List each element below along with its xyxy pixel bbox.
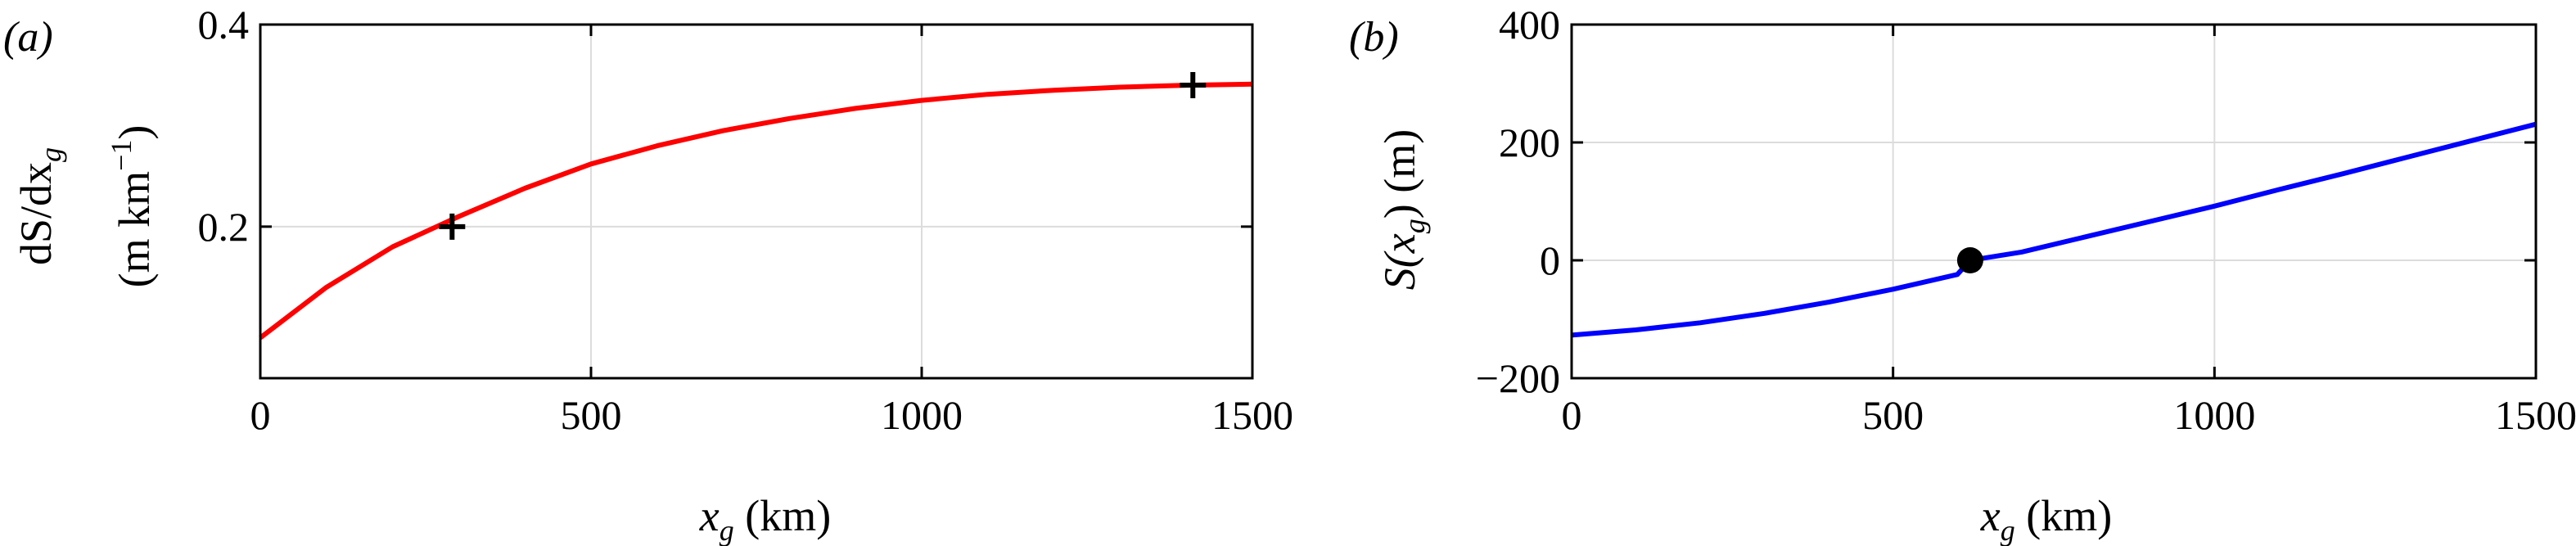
panel-b-ylabel: S(xg) (m)	[1375, 129, 1431, 290]
panel-a-ylabel-line1: dS/dx	[11, 162, 61, 265]
panel-b-grid	[1572, 25, 2536, 378]
svg-text:dS/dxg: dS/dxg	[11, 147, 67, 265]
panel-b-label: (b)	[1349, 14, 1399, 61]
panel-b-markers	[1956, 247, 1983, 273]
panel-a-ylabel-line2-sup: −1	[105, 140, 138, 171]
panel-a-ytick-label-0: 0.2	[198, 204, 250, 250]
panel-a-frame	[259, 23, 1254, 380]
panel-a-xlabel-units: (km)	[734, 491, 831, 540]
panel-b-xlabel-units: (km)	[2015, 491, 2112, 540]
panel-a-series-line-0	[259, 81, 1253, 340]
panel-a-xlabel-main: x	[699, 491, 720, 540]
panel-a-ylabel-line2: (m km	[110, 171, 159, 288]
panel-b-frame	[1570, 23, 2538, 380]
panel-a-ticks: 0 500 1000 1500 0.2 0.4	[198, 2, 1294, 438]
panel-a-xtick-label-2: 1000	[881, 392, 963, 438]
panel-b-xtick-label-3: 1500	[2495, 392, 2576, 438]
panel-b-dot-marker-0	[1956, 247, 1983, 273]
svg-text:(m km−1): (m km−1)	[105, 125, 159, 288]
panel-b-xtick-label-0: 0	[1562, 392, 1582, 438]
panel-a-xlabel: xg (km)	[699, 491, 831, 546]
panel-a-plus-marker-1	[1180, 72, 1207, 99]
panel-b-ylabel-post: ) (m)	[1375, 129, 1424, 219]
panel-a-grid	[260, 25, 1252, 378]
panel-a-xlabel-sub: g	[720, 514, 734, 546]
panel-a-ylabel: dS/dxg (m km−1)	[11, 125, 159, 288]
panel-b-ylabel-sub: g	[1398, 219, 1431, 233]
panel-b-ytick-label-2: 200	[1499, 120, 1560, 165]
svg-text:S(xg) (m): S(xg) (m)	[1375, 129, 1431, 290]
panel-b-series	[1571, 121, 2537, 338]
panel-a-xtick-label-0: 0	[250, 392, 271, 438]
panel-a-ylabel-line1-sub: g	[34, 147, 67, 162]
panel-a-markers	[439, 72, 1207, 240]
panel-b-xtick-label-2: 1000	[2173, 392, 2255, 438]
panel-b-ylabel-pre: S(x	[1375, 233, 1424, 290]
panel-b-xlabel-sub: g	[2001, 514, 2015, 546]
panel-b-xlabel: xg (km)	[1980, 491, 2112, 546]
panel-b-xtick-label-1: 500	[1862, 392, 1924, 438]
panel-b-ytick-label-1: 0	[1540, 237, 1560, 283]
panel-a-series	[259, 81, 1253, 340]
panel-a-xtick-label-1: 500	[561, 392, 622, 438]
panel-b-xlabel-main: x	[1980, 491, 2001, 540]
panel-b-ytick-label-0: −200	[1476, 355, 1560, 401]
panel-a-label: (a)	[3, 14, 53, 61]
panel-b-ytick-label-3: 400	[1499, 2, 1560, 47]
panel-a-ylabel-line2-end: )	[110, 125, 159, 140]
panel-b-series-line-0	[1571, 121, 2537, 338]
panel-a-plus-marker-0	[439, 213, 466, 240]
panel-a-ytick-label-1: 0.4	[198, 2, 250, 47]
panel-a-xtick-label-3: 1500	[1211, 392, 1293, 438]
